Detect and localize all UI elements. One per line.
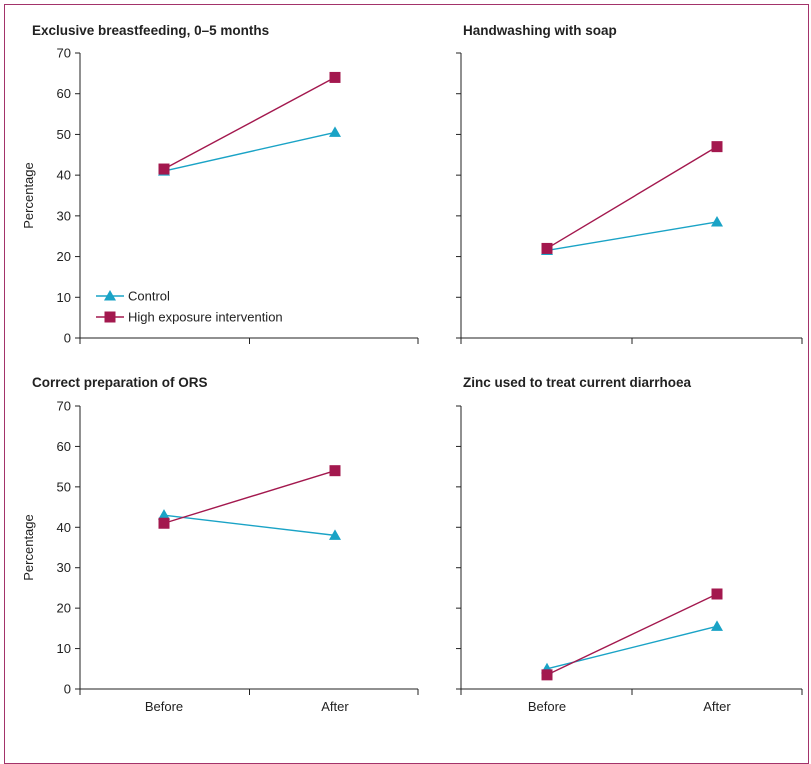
panel-title: Zinc used to treat current diarrhoea (463, 375, 692, 390)
series-line-intervention (546, 146, 718, 250)
data-point-intervention (158, 163, 170, 175)
legend-marker-intervention (104, 311, 116, 323)
y-tick-label: 50 (57, 127, 71, 142)
y-tick-label: 0 (64, 682, 71, 697)
legend-label: High exposure intervention (128, 310, 283, 325)
data-point-control (711, 215, 723, 227)
y-tick-label: 0 (64, 331, 71, 346)
panel-title: Handwashing with soap (463, 23, 617, 38)
y-tick-label: 30 (57, 560, 71, 575)
y-tick-label: 60 (57, 86, 71, 101)
series-line-control (163, 514, 336, 537)
data-point-control (329, 529, 341, 540)
data-point-intervention (158, 517, 170, 529)
y-tick-label: 70 (57, 399, 71, 414)
y-tick-label: 20 (57, 249, 71, 264)
data-point-intervention (541, 669, 553, 681)
data-point-control (711, 620, 723, 631)
data-point-intervention (541, 242, 553, 254)
legend-label: Control (128, 289, 170, 304)
data-point-intervention (711, 588, 723, 600)
chart-panel-3: Correct preparation of ORS 0 10 20 30 40 50 60 7… (21, 375, 419, 714)
data-point-intervention (711, 141, 723, 153)
y-tick-label: 20 (57, 601, 71, 616)
data-point-intervention (329, 465, 341, 477)
chart-panel-2: Handwashing with soap (456, 23, 803, 344)
legend-marker-control (104, 290, 116, 301)
series-line-intervention (163, 76, 336, 170)
y-tick-label: 70 (57, 46, 71, 61)
x-tick-label: After (321, 699, 349, 714)
chart-panel-1: Exclusive breastfeeding, 0–5 months 0 10 20… (21, 23, 419, 346)
data-point-intervention (329, 71, 341, 83)
y-axis-label: Percentage (21, 514, 36, 581)
panel-title: Correct preparation of ORS (32, 375, 208, 390)
series-line-intervention (546, 593, 718, 676)
series-line-control (163, 131, 336, 172)
chart-panel-4: Zinc used to treat current diarrhoea Befo… (456, 375, 803, 714)
x-tick-label: Before (145, 699, 183, 714)
y-tick-label: 40 (57, 520, 71, 535)
series-line-intervention (163, 470, 336, 524)
y-tick-label: 60 (57, 439, 71, 454)
y-tick-label: 10 (57, 290, 71, 305)
legend: Control High exposure intervention (96, 289, 283, 325)
x-tick-label: After (703, 699, 731, 714)
data-point-control (158, 509, 170, 520)
y-tick-label: 30 (57, 208, 71, 223)
figure: Exclusive breastfeeding, 0–5 months 0 10 20… (21, 23, 803, 714)
y-tick-label: 40 (57, 168, 71, 183)
y-tick-label: 50 (57, 479, 71, 494)
x-tick-label: Before (528, 699, 566, 714)
panel-title: Exclusive breastfeeding, 0–5 months (32, 23, 269, 38)
y-axis-label: Percentage (21, 162, 36, 229)
series-line-control (546, 221, 718, 252)
y-tick-label: 10 (57, 641, 71, 656)
data-point-control (329, 126, 341, 137)
